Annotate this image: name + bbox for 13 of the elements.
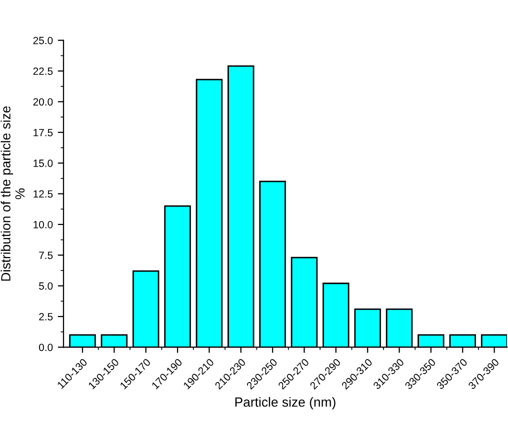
y-tick-label: 7.5 [39,252,53,260]
y-tick-label: 10.0 [34,220,53,228]
y-tick-label: 25.0 [33,36,53,44]
y-tick-label: 22.5 [33,68,53,75]
y-tick-label: 17.5 [34,128,53,136]
y-tick-label: 20.0 [33,98,53,106]
y-tick-label: 2.5 [39,313,53,320]
y-tick-label: 0.0 [39,344,53,352]
y-tick-label: 12.5 [34,190,53,198]
y-tick-label: 5.0 [39,282,53,290]
y-tick-label: 15.0 [34,160,53,167]
y-axis-title: Distribution of the particle size % [0,106,25,281]
x-axis-title: Particle size (nm) [235,397,336,410]
